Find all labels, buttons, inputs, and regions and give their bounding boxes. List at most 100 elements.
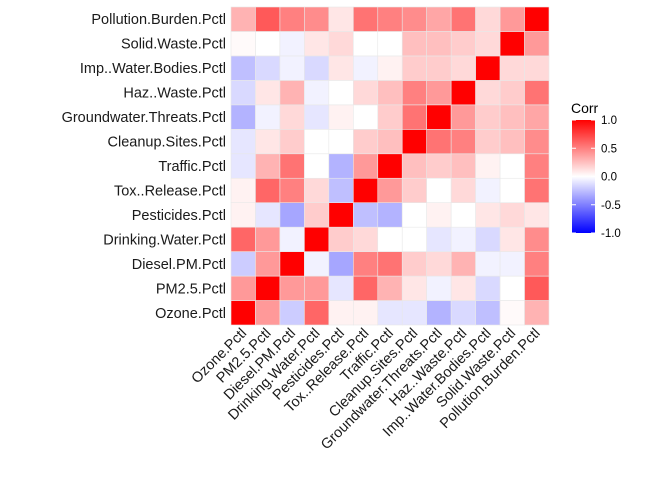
heatmap-cell xyxy=(499,202,525,228)
heatmap-cell xyxy=(279,55,305,81)
heatmap-cell xyxy=(304,80,330,106)
heatmap-cell xyxy=(450,31,476,57)
heatmap-cell xyxy=(377,129,403,155)
heatmap-cell xyxy=(279,275,305,301)
heatmap-cell xyxy=(450,275,476,301)
heatmap-cell xyxy=(279,177,305,203)
heatmap-cell xyxy=(524,251,550,277)
heatmap-cell xyxy=(377,6,403,32)
y-tick-label: Cleanup.Sites.Pctl xyxy=(108,135,226,151)
heatmap-cell xyxy=(524,202,550,228)
heatmap-cell xyxy=(328,177,354,203)
heatmap-cell xyxy=(450,55,476,81)
heatmap-cell xyxy=(426,6,452,32)
heatmap-cell xyxy=(328,251,354,277)
heatmap-cell xyxy=(279,6,305,32)
heatmap-cell xyxy=(304,6,330,32)
heatmap-cell xyxy=(377,177,403,203)
heatmap-cell xyxy=(255,300,281,326)
heatmap-cell xyxy=(304,104,330,130)
heatmap-cell xyxy=(377,202,403,228)
heatmap-cell xyxy=(328,104,354,130)
heatmap-cell xyxy=(377,31,403,57)
heatmap-cell xyxy=(401,31,427,57)
heatmap-cell xyxy=(255,80,281,106)
y-tick-label: Tox..Release.Pctl xyxy=(114,183,226,199)
heatmap-cell xyxy=(426,300,452,326)
y-tick-label: Haz..Waste.Pctl xyxy=(123,86,226,102)
heatmap-cell xyxy=(230,202,256,228)
heatmap-cell xyxy=(279,300,305,326)
heatmap-cell xyxy=(255,129,281,155)
heatmap-cell xyxy=(328,55,354,81)
heatmap-cell xyxy=(279,153,305,179)
heatmap-cell xyxy=(279,129,305,155)
heatmap-cell xyxy=(230,55,256,81)
heatmap-cell xyxy=(401,129,427,155)
heatmap-cell xyxy=(524,177,550,203)
heatmap-cell xyxy=(353,55,379,81)
x-axis-labels: Ozone.PctlPM2.5.PctlDiesel.PM.PctlDrinki… xyxy=(189,326,544,454)
heatmap-cell xyxy=(230,300,256,326)
heatmap-cell xyxy=(499,251,525,277)
heatmap-cell xyxy=(475,177,501,203)
heatmap-cell xyxy=(475,202,501,228)
heatmap-cell xyxy=(475,275,501,301)
y-tick-label: Solid.Waste.Pctl xyxy=(121,37,226,53)
y-tick-label: PM2.5.Pctl xyxy=(156,281,226,297)
heatmap-cell xyxy=(401,104,427,130)
heatmap-cell xyxy=(377,80,403,106)
heatmap-cell xyxy=(230,226,256,252)
heatmap-cell xyxy=(353,153,379,179)
heatmap-cell xyxy=(353,275,379,301)
heatmap-cell xyxy=(450,80,476,106)
heatmap-cell xyxy=(524,80,550,106)
heatmap-cell xyxy=(450,202,476,228)
heatmap-cell xyxy=(401,6,427,32)
heatmap-cell xyxy=(304,129,330,155)
heatmap-cell xyxy=(475,251,501,277)
heatmap-cell xyxy=(524,31,550,57)
legend-tick-label: 0.0 xyxy=(601,172,617,184)
heatmap-cell xyxy=(450,104,476,130)
heatmap-cell xyxy=(401,177,427,203)
heatmap-cell xyxy=(377,104,403,130)
heatmap-cell xyxy=(426,226,452,252)
y-tick-label: Imp..Water.Bodies.Pctl xyxy=(80,61,226,77)
heatmap-cell xyxy=(475,80,501,106)
heatmap-cell xyxy=(304,31,330,57)
heatmap-cell xyxy=(353,80,379,106)
y-tick-label: Groundwater.Threats.Pctl xyxy=(62,110,226,126)
heatmap-cell xyxy=(255,55,281,81)
heatmap-cell xyxy=(230,177,256,203)
heatmap-cell xyxy=(499,153,525,179)
heatmap-cell xyxy=(401,300,427,326)
heatmap-cell xyxy=(230,104,256,130)
heatmap-cell xyxy=(499,226,525,252)
heatmap-cell xyxy=(328,80,354,106)
heatmap-cell xyxy=(524,153,550,179)
heatmap-cell xyxy=(353,202,379,228)
heatmap-cell xyxy=(377,226,403,252)
heatmap-cell xyxy=(426,202,452,228)
heatmap-cell xyxy=(377,251,403,277)
heatmap-cell xyxy=(475,300,501,326)
heatmap-cell xyxy=(328,226,354,252)
heatmap-cell xyxy=(377,153,403,179)
heatmap-cell xyxy=(255,202,281,228)
heatmap-cell xyxy=(401,275,427,301)
legend-tick-label: 0.5 xyxy=(601,143,617,155)
heatmap-cell xyxy=(328,202,354,228)
heatmap-cell xyxy=(499,129,525,155)
heatmap-cell xyxy=(426,177,452,203)
heatmap-cell xyxy=(353,6,379,32)
heatmap-cell xyxy=(475,153,501,179)
heatmap-cell xyxy=(401,226,427,252)
legend: Corr 1.0 0.5 0.0 -0.5 -1.0 xyxy=(571,100,621,240)
heatmap-cell xyxy=(401,55,427,81)
heatmap-cell xyxy=(255,275,281,301)
heatmap-cell xyxy=(279,226,305,252)
heatmap-cell xyxy=(524,226,550,252)
heatmap-cell xyxy=(255,251,281,277)
heatmap-cell xyxy=(499,31,525,57)
